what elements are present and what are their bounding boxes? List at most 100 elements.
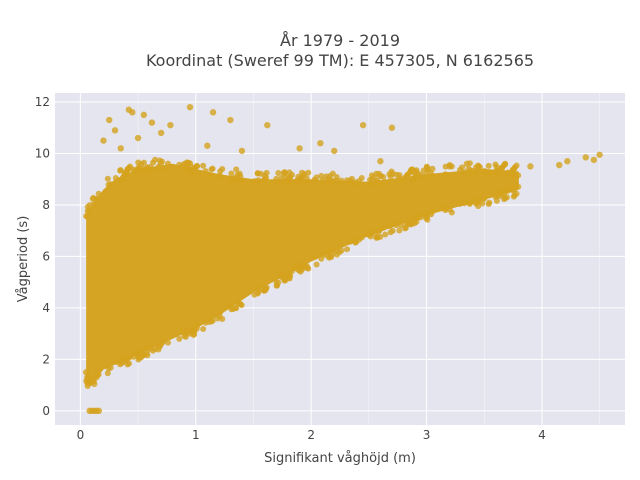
- scatter-point: [338, 247, 345, 254]
- scatter-point: [164, 339, 171, 346]
- scatter-point: [510, 166, 517, 173]
- scatter-point: [86, 206, 93, 213]
- scatter-point: [377, 172, 384, 179]
- scatter-point: [143, 165, 150, 172]
- scatter-point: [288, 171, 295, 178]
- scatter-point: [473, 164, 480, 171]
- x-tick-label: 3: [423, 428, 431, 442]
- scatter-point: [286, 275, 293, 282]
- scatter-point: [152, 156, 159, 163]
- scatter-point: [136, 348, 143, 355]
- scatter-point: [294, 177, 301, 184]
- scatter-point: [481, 195, 488, 202]
- scatter-point: [191, 327, 198, 334]
- scatter-point: [509, 173, 517, 180]
- y-tick-label: 0: [42, 404, 50, 418]
- scatter-point: [275, 170, 282, 177]
- scatter-point: [95, 190, 102, 197]
- scatter-point: [317, 139, 324, 147]
- scatter-point: [473, 200, 480, 207]
- scatter-point: [329, 247, 336, 254]
- scatter-point: [140, 159, 147, 166]
- scatter-point: [411, 168, 419, 175]
- scatter-point: [305, 265, 312, 272]
- scatter-point: [187, 160, 194, 167]
- scatter-point: [564, 158, 571, 165]
- scatter-point: [107, 364, 114, 371]
- scatter-point: [389, 227, 396, 234]
- scatter-point: [134, 134, 142, 142]
- scatter-point: [219, 316, 226, 323]
- scatter-point: [294, 263, 301, 270]
- scatter-point: [461, 169, 468, 176]
- scatter-point: [367, 176, 374, 183]
- scatter-point: [374, 180, 381, 187]
- scatter-point: [388, 221, 395, 228]
- scatter-point: [209, 109, 217, 116]
- scatter-point: [104, 370, 111, 377]
- scatter-point: [238, 147, 246, 155]
- scatter-point: [167, 121, 174, 129]
- scatter-point: [388, 124, 396, 131]
- scatter-point: [377, 158, 384, 165]
- scatter-point: [410, 216, 417, 223]
- scatter-point: [382, 231, 389, 238]
- scatter-point: [313, 261, 320, 268]
- scatter-point: [107, 181, 114, 188]
- y-tick-label: 6: [42, 249, 50, 263]
- x-tick-labels: 0 1 2 3 4: [77, 428, 546, 442]
- scatter-point: [117, 167, 124, 174]
- scatter-point: [104, 175, 111, 182]
- scatter-point: [380, 224, 387, 231]
- scatter-point: [208, 166, 215, 173]
- scatter-point: [94, 372, 101, 379]
- y-tick-labels: 0 2 4 6 8 10 12: [35, 95, 50, 418]
- scatter-point: [338, 177, 345, 184]
- scatter-point: [556, 161, 563, 169]
- scatter-point: [515, 172, 522, 179]
- x-tick-label: 1: [192, 428, 200, 442]
- scatter-point: [359, 121, 367, 129]
- x-tick-label: 2: [307, 428, 315, 442]
- scatter-point: [230, 306, 237, 313]
- y-tick-label: 4: [42, 301, 50, 315]
- scatter-point: [147, 344, 154, 351]
- scatter-point: [164, 160, 171, 167]
- scatter-point: [263, 169, 270, 176]
- scatter-point: [112, 175, 119, 182]
- scatter-point: [262, 175, 269, 182]
- scatter-point: [446, 163, 453, 170]
- scatter-point: [94, 195, 101, 202]
- scatter-point: [286, 176, 293, 183]
- scatter-point: [448, 209, 455, 216]
- scatter-point: [91, 380, 98, 388]
- scatter-point: [429, 173, 436, 180]
- scatter-point: [217, 309, 224, 316]
- scatter-point: [396, 174, 403, 181]
- scatter-point: [303, 175, 310, 182]
- scatter-point: [515, 183, 522, 190]
- density-cloud: [83, 156, 522, 389]
- scatter-point: [486, 199, 493, 206]
- scatter-point: [143, 349, 150, 356]
- scatter-point: [117, 145, 124, 152]
- scatter-point: [423, 210, 430, 217]
- scatter-point: [184, 329, 191, 336]
- scatter-point: [527, 163, 534, 170]
- scatter-point: [479, 168, 486, 175]
- scatter-point: [582, 154, 589, 161]
- scatter-point: [472, 169, 479, 176]
- scatter-point: [352, 239, 359, 246]
- scatter-point: [126, 163, 133, 170]
- scatter-point: [126, 353, 133, 360]
- scatter-point: [194, 163, 201, 170]
- scatter-point: [377, 233, 384, 240]
- scatter-point: [159, 165, 166, 172]
- scatter-point: [318, 172, 325, 179]
- scatter-point: [82, 369, 90, 376]
- scatter-point: [257, 286, 264, 293]
- chart-title-line-1: År 1979 - 2019: [280, 31, 400, 50]
- scatter-point: [262, 287, 269, 294]
- scatter-point: [202, 168, 209, 175]
